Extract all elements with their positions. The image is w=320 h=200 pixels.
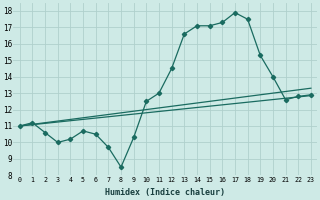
X-axis label: Humidex (Indice chaleur): Humidex (Indice chaleur) xyxy=(105,188,225,197)
